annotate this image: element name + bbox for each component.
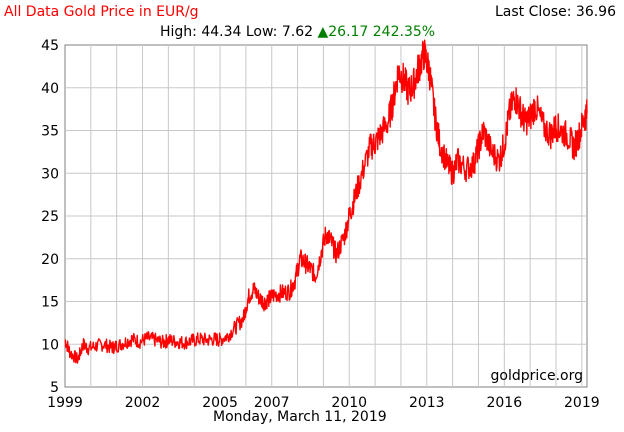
y-tick-label: 35 [41, 124, 59, 140]
x-tick-label: 2007 [254, 395, 290, 411]
x-tick-label: 2019 [564, 395, 600, 411]
x-tick-label: 2002 [125, 395, 161, 411]
y-tick-label: 15 [41, 295, 59, 311]
x-axis-ticks: 1999 2002 2005 2007 2010 2013 2016 2019 [47, 395, 599, 411]
y-tick-label: 20 [41, 252, 59, 268]
chart-title: All Data Gold Price in EUR/g [4, 4, 199, 20]
x-tick-label: 2010 [331, 395, 367, 411]
stats-line: High: 44.34 Low: 7.62 ▲26.17 242.35% [160, 24, 435, 40]
y-tick-label: 40 [41, 81, 59, 97]
up-arrow-icon: ▲ [317, 24, 329, 40]
y-tick-label: 45 [41, 38, 59, 54]
high-low-text: High: 44.34 Low: 7.62 [160, 24, 314, 40]
y-tick-label: 5 [50, 380, 59, 396]
date-label: Monday, March 11, 2019 [213, 409, 387, 425]
y-tick-label: 10 [41, 337, 59, 353]
x-tick-label: 1999 [47, 395, 83, 411]
x-tick-label: 2013 [409, 395, 445, 411]
x-tick-label: 2005 [202, 395, 238, 411]
y-tick-label: 25 [41, 209, 59, 225]
x-tick-label: 2016 [486, 395, 522, 411]
change-text: 26.17 242.35% [328, 24, 436, 40]
series-group [64, 39, 588, 364]
price-series-line [64, 39, 588, 364]
y-tick-label: 30 [41, 166, 59, 182]
y-axis-ticks: 5 10 15 20 25 30 35 40 45 [41, 38, 59, 396]
watermark-text: goldprice.org [491, 368, 583, 384]
last-close-label: Last Close: 36.96 [495, 4, 616, 20]
